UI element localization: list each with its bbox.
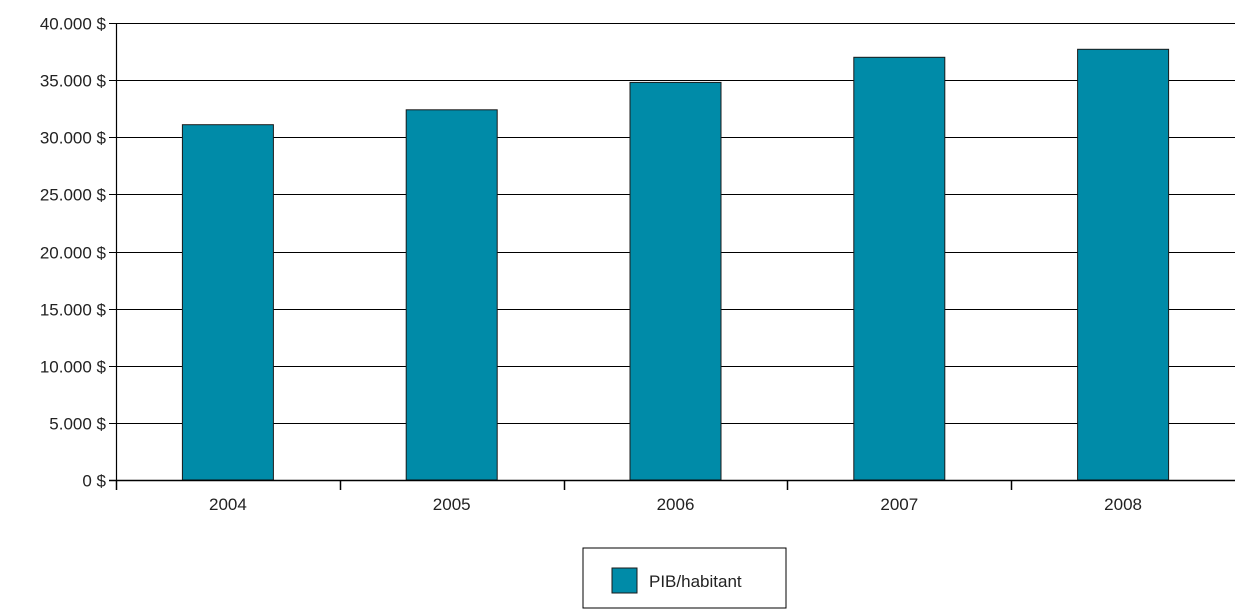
x-tick-label: 2005 <box>433 495 471 514</box>
bar-2006 <box>629 81 722 481</box>
y-tick-label: 5.000 $ <box>49 415 106 434</box>
y-tick-label: 25.000 $ <box>40 186 107 205</box>
axes <box>109 23 1235 490</box>
x-axis-tick-labels: 2004 2005 2006 2007 2008 <box>209 495 1142 514</box>
y-tick-label: 20.000 $ <box>40 244 107 263</box>
bar-2007 <box>853 56 946 481</box>
y-tick-label: 30.000 $ <box>40 129 107 148</box>
legend-label: PIB/habitant <box>649 572 742 591</box>
y-tick-label: 10.000 $ <box>40 358 107 377</box>
x-tick-label: 2008 <box>1104 495 1142 514</box>
bars <box>181 48 1170 481</box>
bar-2005 <box>405 109 498 481</box>
y-tick-label: 35.000 $ <box>40 72 107 91</box>
x-tick-label: 2006 <box>657 495 695 514</box>
legend: PIB/habitant <box>582 547 787 609</box>
x-tick-label: 2004 <box>209 495 247 514</box>
y-axis-tick-labels: 0 $ 5.000 $ 10.000 $ 15.000 $ 20.000 $ 25.000… <box>40 15 107 491</box>
y-tick-label: 40.000 $ <box>40 15 107 34</box>
bar-2004 <box>181 124 274 481</box>
x-tick-label: 2007 <box>880 495 918 514</box>
bar-2008 <box>1077 48 1170 481</box>
legend-swatch <box>611 567 638 594</box>
y-tick-label: 0 $ <box>82 472 106 491</box>
y-tick-label: 15.000 $ <box>40 301 107 320</box>
